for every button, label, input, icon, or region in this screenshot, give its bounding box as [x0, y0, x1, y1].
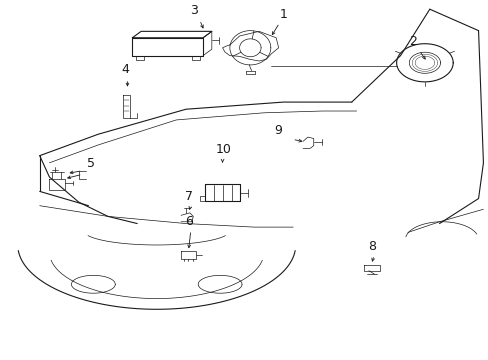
Text: 10: 10 — [215, 143, 231, 156]
Text: 6: 6 — [184, 215, 192, 228]
Text: 5: 5 — [87, 157, 95, 170]
Text: 1: 1 — [279, 8, 287, 21]
Text: 9: 9 — [274, 124, 282, 137]
Text: 3: 3 — [189, 4, 197, 17]
Text: 2: 2 — [408, 35, 416, 48]
Text: 7: 7 — [184, 190, 193, 203]
Text: 4: 4 — [122, 63, 129, 76]
Text: 8: 8 — [367, 240, 376, 253]
